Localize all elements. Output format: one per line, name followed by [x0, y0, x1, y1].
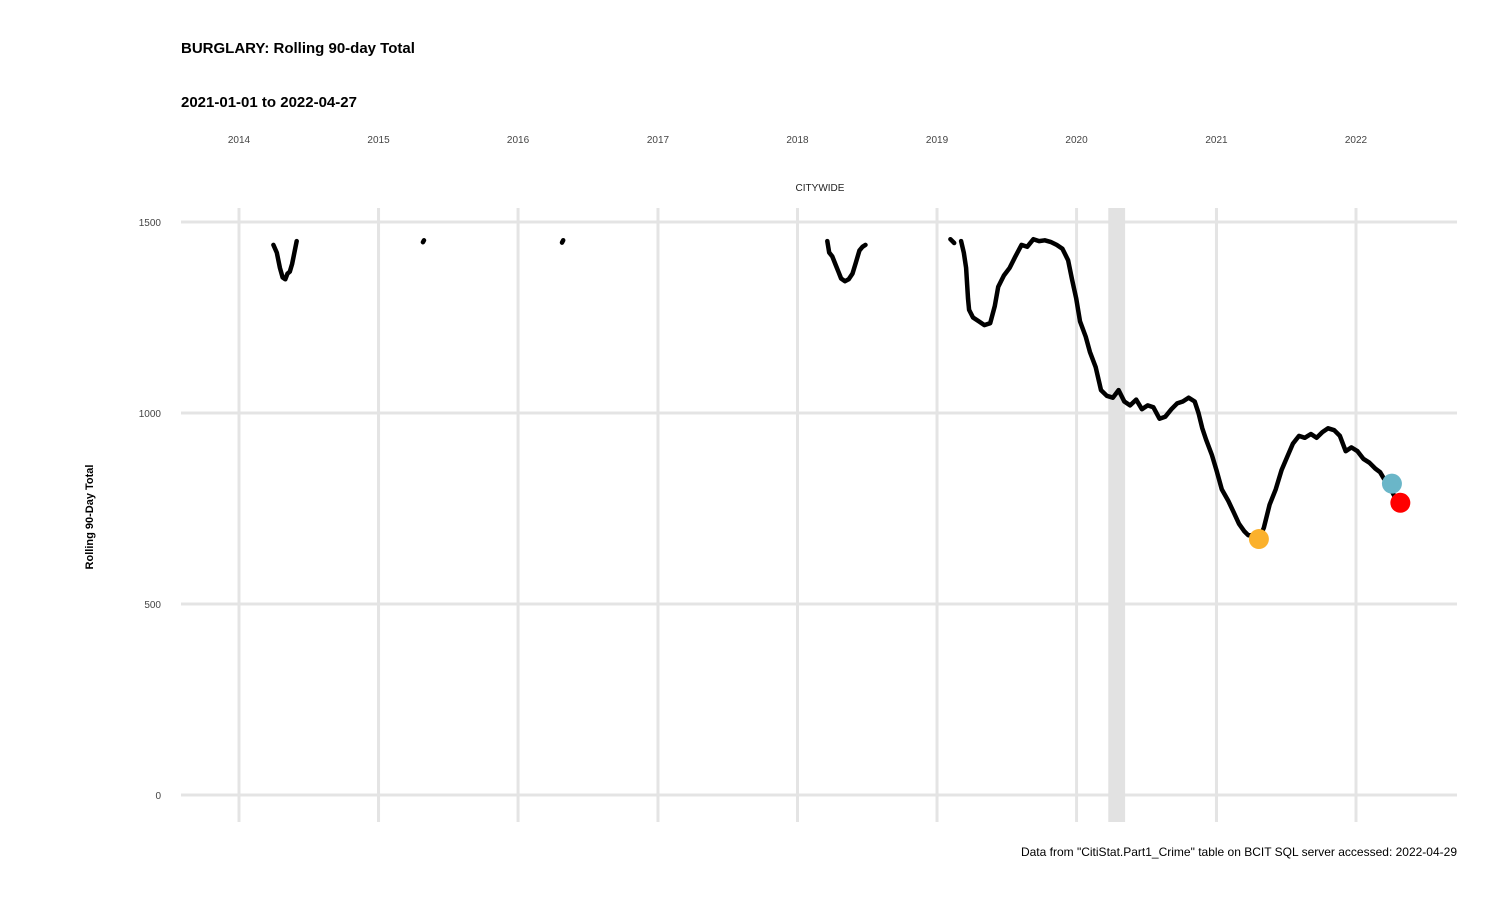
x-tick-label: 2020: [1065, 135, 1088, 146]
x-tick-label: 2017: [647, 135, 670, 146]
highlight-point-2: [1381, 473, 1402, 494]
x-tick-label: 2015: [367, 135, 390, 146]
facet-label: CITYWIDE: [796, 183, 845, 194]
highlight-points: [1248, 473, 1411, 550]
y-axis-label: Rolling 90-Day Total: [84, 465, 96, 570]
series-line-1: [271, 238, 299, 282]
x-tick-label: 2014: [228, 135, 251, 146]
shaded-band-rect: [1108, 208, 1126, 822]
y-tick-label: 1000: [139, 409, 162, 420]
x-tick-label: 2016: [507, 135, 530, 146]
data-lines: [271, 236, 1403, 542]
highlight-point-1: [1248, 529, 1269, 550]
y-axis-ticks: 0 500 1000 1500: [139, 218, 162, 802]
x-tick-label: 2019: [926, 135, 949, 146]
series-line-5: [948, 236, 957, 246]
chart-title: BURGLARY: Rolling 90-day Total: [181, 40, 415, 57]
y-tick-label: 1500: [139, 218, 162, 229]
x-tick-label: 2018: [786, 135, 809, 146]
chart-caption: Data from "CitiStat.Part1_Crime" table o…: [1021, 845, 1457, 859]
shaded-band: [1108, 208, 1126, 822]
highlight-point-3: [1390, 492, 1411, 513]
x-axis-ticks: 2014 2015 2016 2017 2018 2019 2020 2021 2022: [228, 135, 1368, 146]
y-tick-label: 0: [155, 791, 161, 802]
x-tick-label: 2022: [1345, 135, 1368, 146]
x-tick-label: 2021: [1205, 135, 1228, 146]
series-line-3: [559, 238, 566, 245]
series-line-2: [420, 238, 427, 245]
series-line-6: [958, 236, 1403, 542]
series-line-4: [825, 238, 868, 284]
y-tick-label: 500: [144, 600, 161, 611]
chart-subtitle: 2021-01-01 to 2022-04-27: [181, 94, 357, 111]
